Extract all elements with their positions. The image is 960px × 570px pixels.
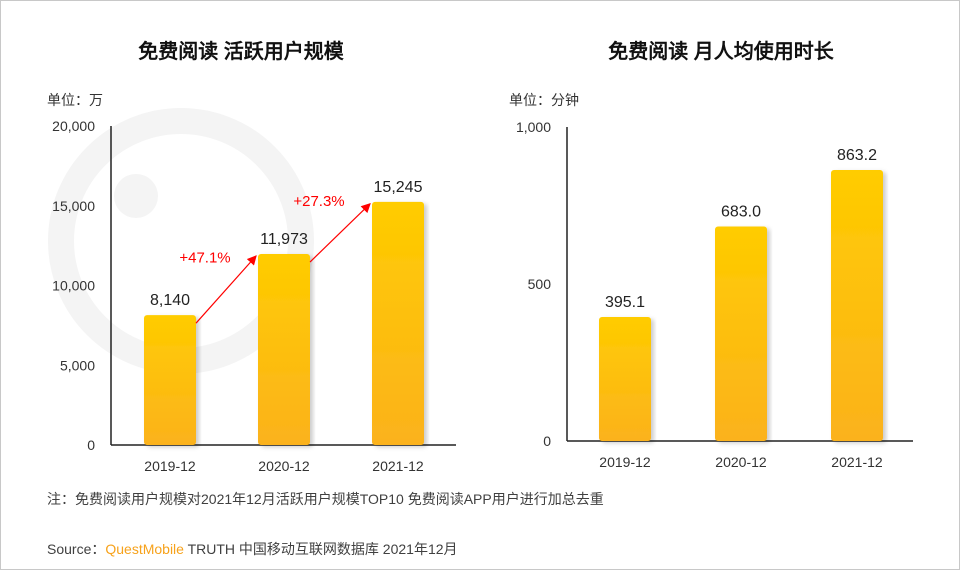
data-label: 11,973	[260, 231, 308, 248]
source-prefix: Source：	[47, 541, 106, 557]
source-line: Source：QuestMobile TRUTH 中国移动互联网数据库 2021…	[47, 539, 458, 559]
x-tick-label: 2019-12	[144, 458, 196, 474]
unit-label: 单位：万	[47, 92, 103, 108]
growth-label: +27.3%	[293, 193, 344, 210]
data-label: 395.1	[605, 294, 645, 311]
y-tick-label: 5,000	[60, 357, 95, 373]
x-tick-label: 2021-12	[831, 454, 883, 470]
growth-label: +47.1%	[179, 250, 230, 267]
y-tick-label: 1,000	[516, 119, 551, 135]
y-tick-label: 500	[528, 276, 552, 292]
data-label: 683.0	[721, 204, 761, 221]
y-tick-label: 0	[543, 433, 551, 449]
bar	[144, 315, 196, 445]
y-tick-label: 10,000	[52, 278, 95, 294]
bar	[831, 169, 883, 441]
x-tick-label: 2019-12	[599, 454, 651, 470]
bar	[715, 226, 767, 441]
unit-label: 单位：分钟	[509, 92, 579, 108]
chart-title: 免费阅读 月人均使用时长	[608, 39, 835, 63]
footnote: 注：免费阅读用户规模对2021年12月活跃用户规模TOP10 免费阅读APP用户…	[47, 491, 604, 507]
y-tick-label: 15,000	[52, 198, 95, 214]
x-tick-label: 2021-12	[372, 458, 424, 474]
data-label: 15,245	[374, 179, 423, 196]
y-tick-label: 0	[87, 437, 95, 453]
bar	[372, 201, 424, 445]
x-tick-label: 2020-12	[715, 454, 767, 470]
chart-title: 免费阅读 活跃用户规模	[138, 39, 345, 63]
bar	[258, 254, 310, 445]
growth-arrow	[195, 255, 257, 324]
bar	[599, 316, 651, 441]
data-label: 863.2	[837, 147, 877, 164]
source-brand: QuestMobile	[105, 541, 184, 557]
x-tick-label: 2020-12	[258, 458, 310, 474]
watermark-dot	[114, 174, 158, 218]
y-tick-label: 20,000	[52, 118, 95, 134]
source-rest: TRUTH 中国移动互联网数据库 2021年12月	[183, 541, 458, 557]
data-label: 8,140	[150, 292, 190, 309]
growth-arrow	[309, 203, 371, 263]
